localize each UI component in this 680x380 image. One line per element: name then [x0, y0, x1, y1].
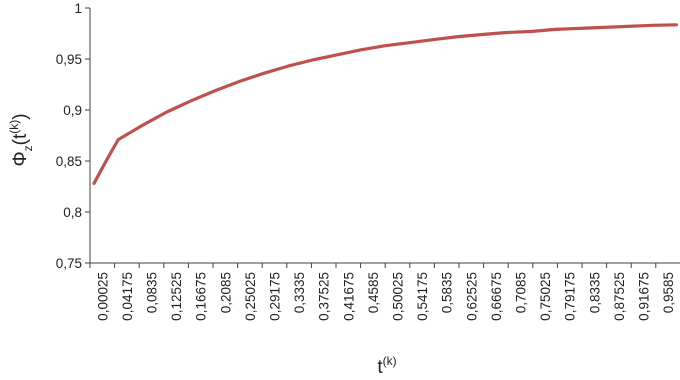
- x-tick-label: 0,75025: [538, 272, 553, 321]
- x-tick-label: 0,54175: [415, 272, 430, 321]
- x-tick-label: 0,12525: [169, 272, 184, 321]
- x-tick-label: 0,3335: [292, 272, 307, 313]
- x-tick-label: 0,66675: [489, 272, 504, 321]
- x-tick-label: 0,37525: [317, 272, 332, 321]
- x-tick-label: 0,29175: [268, 272, 283, 321]
- y-tick-label: 0,75: [56, 256, 82, 271]
- x-tick-label: 0,62525: [464, 272, 479, 321]
- y-tick-label: 1: [74, 1, 82, 16]
- x-tick-label: 0,9585: [661, 272, 676, 313]
- x-tick-label: 0,7085: [514, 272, 529, 313]
- y-tick-label: 0,95: [56, 52, 82, 67]
- x-tick-label: 0,91675: [637, 272, 652, 321]
- x-tick-label: 0,41675: [341, 272, 356, 321]
- x-axis-title: t(k): [377, 354, 396, 378]
- x-tick-label: 0,25025: [243, 272, 258, 321]
- x-tick-label: 0,5835: [440, 272, 455, 313]
- x-tick-label: 0,04175: [120, 272, 135, 321]
- x-tick-label: 0,0835: [145, 272, 160, 313]
- x-tick-label: 0,8335: [587, 272, 602, 313]
- y-tick-label: 0,8: [63, 205, 82, 220]
- x-tick-label: 0,2085: [218, 272, 233, 313]
- x-tick-label: 0,50025: [391, 272, 406, 321]
- y-axis-title: Φz(t(k)): [7, 113, 35, 166]
- x-tick-label: 0,87525: [612, 272, 627, 321]
- x-tick-label: 0,16675: [194, 272, 209, 321]
- x-tick-label: 0,79175: [563, 272, 578, 321]
- y-tick-label: 0,85: [56, 154, 82, 169]
- x-tick-label: 0,4585: [366, 272, 381, 313]
- series-line: [92, 23, 678, 185]
- x-tick-label: 0,00025: [95, 272, 110, 321]
- y-tick-label: 0,9: [63, 103, 82, 118]
